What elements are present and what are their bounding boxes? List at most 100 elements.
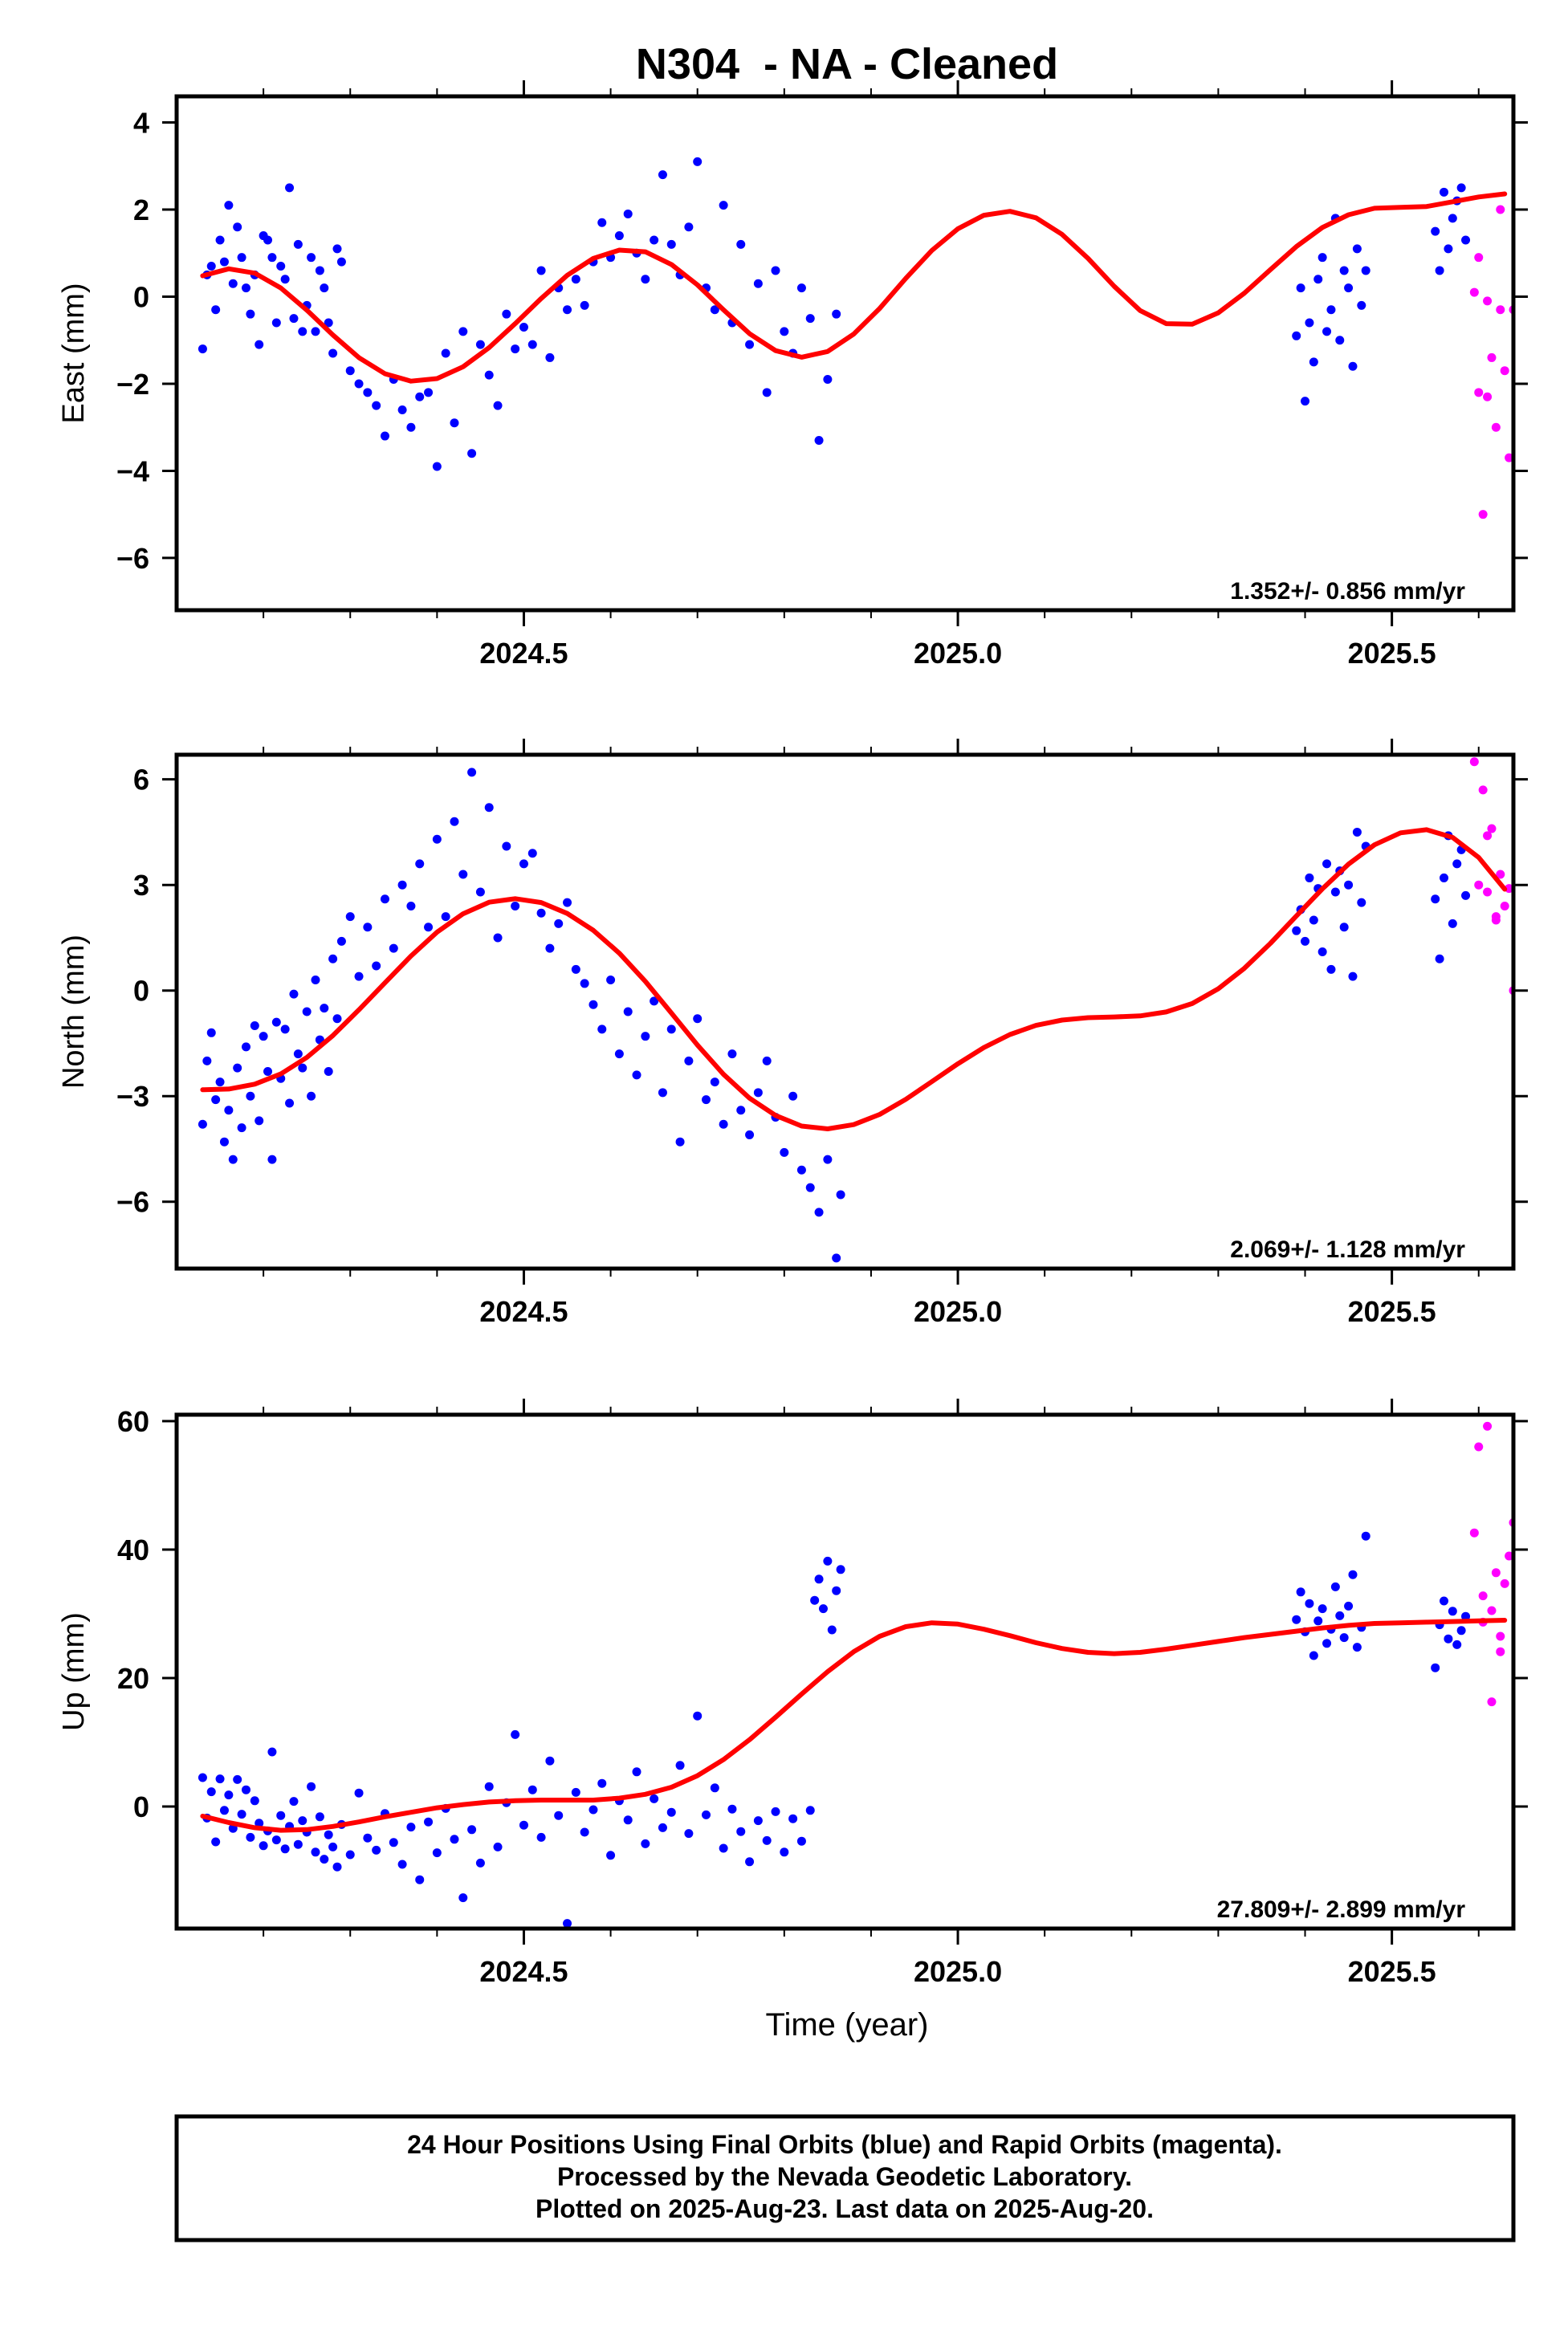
up-final-point xyxy=(641,1839,650,1848)
north-final-point xyxy=(814,1208,824,1217)
east-final-point xyxy=(693,157,703,166)
x-axis-label: Time (year) xyxy=(766,2007,929,2043)
east-final-point xyxy=(276,262,286,271)
up-rapid-point xyxy=(1496,1631,1505,1641)
up-final-point xyxy=(788,1814,798,1823)
north-final-point xyxy=(693,1014,703,1024)
east-rapid-point xyxy=(1505,453,1513,462)
up-final-point xyxy=(293,1839,303,1849)
east-x-tick-label: 2025.0 xyxy=(914,637,1002,670)
east-y-tick-label: 0 xyxy=(133,280,149,313)
east-final-point xyxy=(458,327,468,336)
north-final-point xyxy=(380,894,389,904)
up-final-point xyxy=(658,1823,667,1832)
north-final-point xyxy=(432,834,442,844)
up-rapid-point xyxy=(1487,1697,1497,1707)
north-final-point xyxy=(1435,954,1444,963)
north-final-point xyxy=(736,1106,746,1115)
north-final-point xyxy=(246,1091,255,1101)
up-final-point xyxy=(1309,1651,1318,1660)
up-final-point xyxy=(1313,1616,1323,1626)
north-final-point xyxy=(224,1106,234,1115)
east-final-point xyxy=(467,449,477,458)
east-final-point xyxy=(1357,300,1366,310)
east-final-point xyxy=(307,253,316,263)
east-final-point xyxy=(215,235,225,245)
north-rate-label: 2.069+/- 1.128 mm/yr xyxy=(1230,1236,1465,1263)
up-rapid-point xyxy=(1496,1647,1505,1656)
north-final-point xyxy=(727,1049,737,1059)
east-final-point xyxy=(198,344,207,354)
north-final-point xyxy=(796,1165,806,1175)
east-final-point xyxy=(293,239,303,249)
east-final-point xyxy=(219,257,229,267)
up-final-point xyxy=(745,1857,755,1867)
east-final-point xyxy=(1348,361,1358,371)
north-final-point xyxy=(228,1155,238,1164)
up-final-point xyxy=(1330,1582,1340,1591)
north-final-point xyxy=(1344,880,1354,890)
north-final-point xyxy=(702,1095,711,1105)
up-final-point xyxy=(832,1586,841,1595)
up-final-point xyxy=(818,1604,828,1614)
up-final-point xyxy=(1456,1626,1466,1635)
up-final-point xyxy=(432,1848,442,1858)
up-final-point xyxy=(702,1810,711,1819)
north-rapid-point xyxy=(1491,912,1501,922)
up-final-point xyxy=(796,1836,806,1846)
east-final-point xyxy=(536,266,546,275)
north-final-point xyxy=(293,1049,303,1059)
up-final-point xyxy=(271,1835,281,1845)
east-rapid-point xyxy=(1491,422,1501,432)
north-final-point xyxy=(554,919,564,928)
up-final-point xyxy=(289,1797,299,1807)
up-final-point xyxy=(597,1778,607,1788)
up-frame xyxy=(174,1412,1516,1931)
north-final-point xyxy=(450,817,459,826)
north-final-point xyxy=(215,1077,225,1087)
up-final-point xyxy=(363,1833,373,1843)
east-final-point xyxy=(684,222,694,232)
north-final-point xyxy=(1339,923,1349,932)
north-final-point xyxy=(1448,919,1457,928)
up-final-point xyxy=(810,1595,820,1605)
east-rapid-point xyxy=(1496,305,1505,315)
north-rapid-point xyxy=(1500,901,1509,910)
up-final-point xyxy=(771,1807,780,1816)
north-final-point xyxy=(475,887,485,897)
up-plot-area xyxy=(198,1421,1513,1929)
east-final-point xyxy=(1292,331,1301,340)
east-y-tick-label: 2 xyxy=(133,193,149,226)
north-y-tick-label: 3 xyxy=(133,869,149,902)
north-final-point xyxy=(762,1056,772,1065)
up-final-point xyxy=(1318,1604,1327,1614)
north-final-point xyxy=(211,1095,221,1105)
up-final-point xyxy=(1292,1615,1301,1624)
north-final-point xyxy=(623,1007,633,1016)
east-final-point xyxy=(237,253,246,263)
east-plot-area xyxy=(198,157,1513,519)
north-final-point xyxy=(641,1032,650,1041)
east-final-point xyxy=(736,239,746,249)
north-final-point xyxy=(1301,936,1310,946)
north-y-tick-label: 0 xyxy=(133,975,149,1008)
east-y-tick-label: 4 xyxy=(133,107,149,140)
north-final-point xyxy=(424,923,434,932)
up-final-point xyxy=(606,1851,616,1860)
north-y-tick-label: −6 xyxy=(116,1186,149,1219)
north-final-point xyxy=(324,1067,333,1077)
east-final-point xyxy=(511,344,520,354)
north-rapid-point xyxy=(1474,880,1484,890)
north-final-point xyxy=(1330,887,1340,897)
up-final-point xyxy=(328,1842,338,1851)
up-x-tick-label: 2025.0 xyxy=(914,1955,1002,1988)
north-final-point xyxy=(285,1098,295,1108)
up-final-point xyxy=(805,1806,815,1815)
north-rapid-point xyxy=(1483,887,1493,897)
north-final-point xyxy=(389,943,398,953)
north-final-point xyxy=(345,912,355,922)
figure-title: N304 - NA - Cleaned xyxy=(636,40,1058,88)
east-final-point xyxy=(1313,275,1323,284)
up-final-point xyxy=(827,1625,837,1635)
footer-box: 24 Hour Positions Using Final Orbits (bl… xyxy=(174,2114,1516,2242)
